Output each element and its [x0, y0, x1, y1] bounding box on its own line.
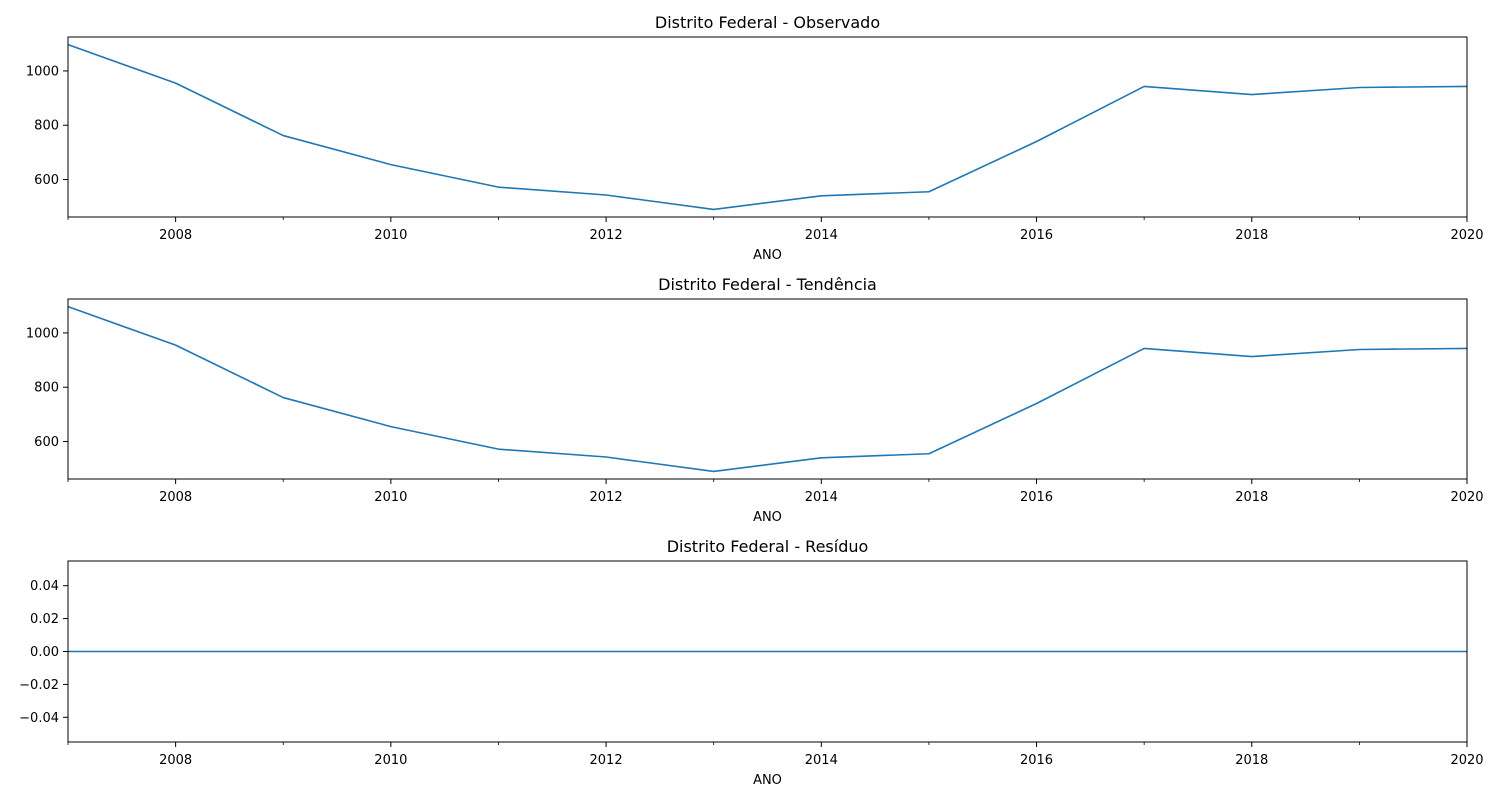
x-tick-label: 2010 — [374, 753, 407, 768]
y-tick-label: −0.02 — [19, 678, 59, 693]
x-tick-label: 2010 — [374, 490, 407, 505]
x-axis-label: ANO — [753, 510, 782, 525]
y-tick-label: 0.04 — [30, 579, 59, 594]
x-tick-label: 2014 — [805, 228, 838, 243]
x-tick-label: 2010 — [374, 228, 407, 243]
x-axis-label: ANO — [753, 773, 782, 788]
x-tick-label: 2012 — [590, 490, 623, 505]
x-tick-label: 2020 — [1450, 228, 1483, 243]
y-tick-label: 1000 — [26, 326, 59, 341]
panel-1: Distrito Federal - Observado 2008 2010 2012… — [26, 13, 1484, 263]
x-tick-label: 2018 — [1235, 228, 1268, 243]
y-tick-label: 800 — [34, 119, 59, 134]
x-tick-label: 2014 — [805, 753, 838, 768]
y-tick-label: 0.02 — [30, 612, 59, 627]
x-tick-label: 2018 — [1235, 490, 1268, 505]
x-axis-label: ANO — [753, 248, 782, 263]
panel-title: Distrito Federal - Observado — [655, 13, 880, 32]
x-tick-label: 2020 — [1450, 753, 1483, 768]
x-tick-label: 2016 — [1020, 753, 1053, 768]
x-tick-label: 2018 — [1235, 753, 1268, 768]
x-tick-label: 2008 — [159, 753, 192, 768]
y-tick-label: 800 — [34, 381, 59, 396]
panel-title: Distrito Federal - Resíduo — [667, 537, 869, 556]
y-tick-label: 0.00 — [30, 645, 59, 660]
x-tick-label: 2020 — [1450, 490, 1483, 505]
x-tick-label: 2008 — [159, 228, 192, 243]
y-tick-label: −0.04 — [19, 711, 59, 726]
x-tick-label: 2008 — [159, 490, 192, 505]
series-line — [67, 305, 1468, 473]
panel-3: Distrito Federal - Resíduo 2008 2010 2012 20… — [19, 537, 1483, 788]
x-tick-label: 2016 — [1020, 228, 1053, 243]
x-tick-label: 2016 — [1020, 490, 1053, 505]
y-tick-label: 1000 — [26, 64, 59, 79]
plot-frame — [67, 36, 1468, 218]
y-tick-label: 600 — [34, 435, 59, 450]
x-tick-label: 2012 — [590, 753, 623, 768]
panel-title: Distrito Federal - Tendência — [658, 275, 877, 294]
x-tick-label: 2014 — [805, 490, 838, 505]
y-tick-label: 600 — [34, 173, 59, 188]
x-tick-label: 2012 — [590, 228, 623, 243]
series-line — [67, 43, 1468, 211]
plot-frame — [67, 298, 1468, 480]
panel-2: Distrito Federal - Tendência 2008 2010 2012… — [26, 275, 1484, 525]
